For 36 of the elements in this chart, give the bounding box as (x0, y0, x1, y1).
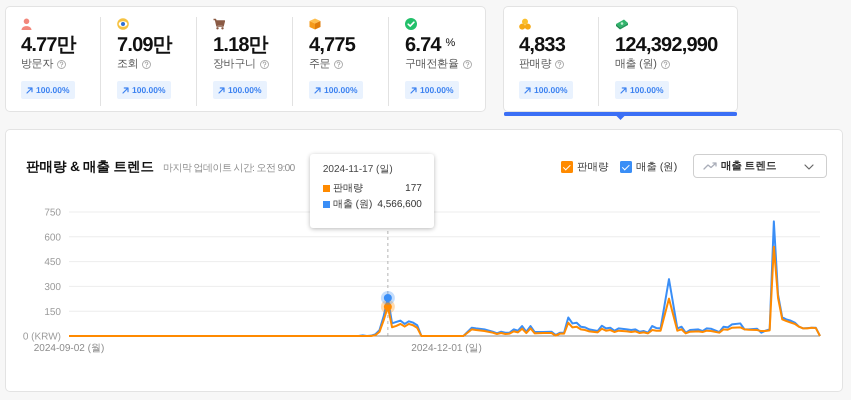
text: 조회 (117, 57, 138, 71)
text: 6.74 $^{%}$ (405, 33, 456, 57)
y-tick-label: 150 (44, 306, 62, 318)
text: 구매전환율 (405, 57, 459, 71)
y-tick-label: 750 (44, 208, 62, 219)
y-tick-label: 600 (44, 232, 62, 244)
text: 방문자 (21, 57, 54, 71)
text: 장바구니 (213, 57, 256, 71)
line-series (68, 246, 821, 337)
text: 100.00% (228, 85, 262, 95)
chart-subtitle: 마지막 업데이트 시간: 오전 9:00 (163, 162, 295, 175)
text: 주문 (309, 57, 330, 71)
text: 100.00% (630, 85, 664, 95)
text: 1.18만 (213, 33, 268, 57)
x-tick-label: 2024-09-02 (월) (34, 343, 104, 354)
text: 7.09만 (117, 33, 172, 57)
y-tick-label: 300 (44, 282, 62, 293)
legend-label: 매출 (원) (636, 160, 677, 174)
text: 판매량 (519, 57, 552, 71)
text: 4,775 (309, 33, 356, 57)
text: 매출 트렌드 (721, 159, 777, 173)
text: 100.00% (132, 85, 166, 95)
chart-title: 판매량 & 매출 트렌드 (26, 158, 154, 176)
text: 100.00% (420, 85, 454, 95)
y-tick-label: 0 (KRW) (22, 332, 61, 343)
text: 124,392,990 (615, 33, 718, 57)
text: 매출 (원) (615, 57, 657, 71)
text: 100.00% (36, 85, 70, 95)
tooltip: 2024-11-17 (일) 판매량 177 매출 (원) 4,566,600 (310, 154, 434, 228)
legend-label: 판매량 (576, 160, 609, 174)
text: 100.00% (324, 85, 358, 95)
x-tick-label: 2024-12-01 (일) (411, 343, 482, 354)
text: 4,833 (519, 33, 566, 57)
text: 4.77만 (21, 33, 76, 57)
y-tick-label: 450 (44, 257, 62, 268)
text: 100.00% (534, 85, 568, 95)
